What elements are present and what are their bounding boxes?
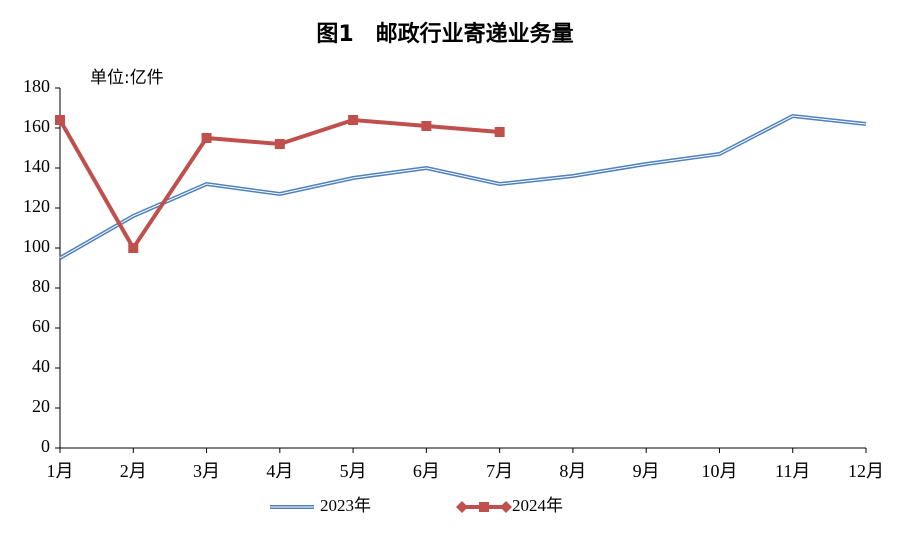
x-tick-label: 2月 [120,461,147,481]
y-tick-label: 180 [23,76,50,96]
chart-title: 图1 邮政行业寄递业务量 [316,21,573,47]
y-tick-label: 160 [23,116,50,136]
x-tick-label: 3月 [193,461,220,481]
legend-label: 2024年 [512,496,563,515]
y-tick-label: 80 [32,276,50,296]
y-tick-label: 60 [32,316,50,336]
x-tick-label: 10月 [701,461,737,481]
y-tick-label: 40 [32,356,50,376]
marker [128,243,139,253]
x-tick-label: 8月 [559,461,586,481]
x-tick-label: 12月 [848,461,884,481]
legend-label: 2023年 [320,496,371,515]
x-tick-label: 9月 [633,461,660,481]
series-line [59,113,867,260]
series-line-inner [59,115,867,259]
marker [201,133,212,143]
unit-label: 单位:亿件 [90,68,164,88]
x-tick-label: 6月 [413,461,440,481]
x-tick-label: 5月 [340,461,367,481]
marker [494,127,505,137]
y-tick-label: 140 [23,156,50,176]
marker [274,139,285,149]
x-tick-label: 11月 [775,461,810,481]
x-tick-label: 4月 [266,461,293,481]
y-tick-label: 120 [23,196,50,216]
marker [421,121,432,131]
x-tick-label: 7月 [486,461,513,481]
legend-diamond [456,501,468,513]
x-tick-label: 1月 [47,461,74,481]
marker [348,115,359,125]
legend-diamond [500,501,512,513]
y-tick-label: 20 [32,396,50,416]
marker [55,115,65,125]
y-tick-label: 0 [41,436,50,456]
y-tick-label: 100 [23,236,50,256]
legend-marker [479,502,489,512]
